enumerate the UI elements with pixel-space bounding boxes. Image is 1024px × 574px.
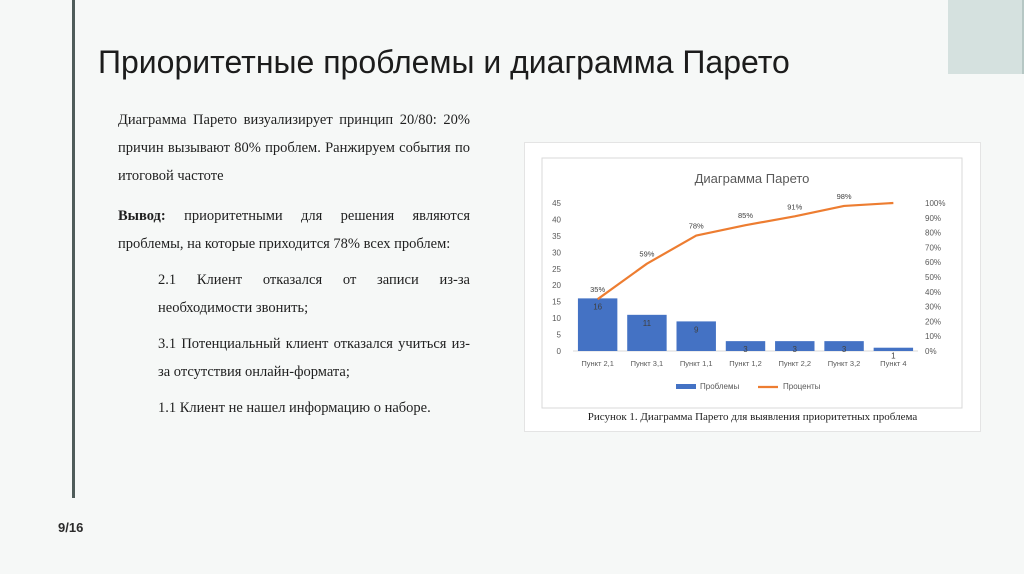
legend-bar-swatch bbox=[676, 384, 696, 389]
line-value-label: 35% bbox=[590, 285, 605, 294]
list-item: 2.1 Клиент отказался от записи из-за нео… bbox=[158, 272, 470, 316]
y-tick-label: 30 bbox=[552, 248, 561, 257]
line-value-label: 91% bbox=[787, 202, 802, 211]
bar bbox=[824, 341, 864, 351]
intro-paragraph: Диаграмма Парето визуализирует принцип 2… bbox=[118, 112, 470, 184]
legend-line-label: Проценты bbox=[783, 382, 821, 391]
conclusion-text: приоритетными для решения являются пробл… bbox=[118, 208, 470, 252]
y2-tick-label: 80% bbox=[925, 229, 941, 238]
y2-tick-label: 90% bbox=[925, 214, 941, 223]
page-number: 9/16 bbox=[58, 520, 84, 535]
corner-decoration bbox=[948, 0, 1024, 74]
x-tick-label: Пункт 1,2 bbox=[729, 359, 762, 368]
y2-tick-label: 100% bbox=[925, 199, 945, 208]
bar-value-label: 3 bbox=[842, 345, 847, 354]
x-tick-label: Пункт 2,1 bbox=[581, 359, 614, 368]
y-tick-label: 5 bbox=[557, 331, 562, 340]
slide-body: Диаграмма Парето визуализирует принцип 2… bbox=[118, 106, 470, 422]
x-tick-label: Пункт 2,2 bbox=[778, 359, 811, 368]
legend-bar-label: Проблемы bbox=[700, 382, 739, 391]
bar-value-label: 1 bbox=[891, 352, 896, 361]
list-item: 3.1 Потенциальный клиент отказался учить… bbox=[158, 336, 470, 380]
line-value-label: 98% bbox=[837, 192, 852, 201]
figure-caption: Рисунок 1. Диаграмма Парето для выявлени… bbox=[587, 411, 918, 423]
bar-value-label: 9 bbox=[694, 325, 699, 334]
bar-value-label: 16 bbox=[593, 302, 602, 311]
y2-tick-label: 50% bbox=[925, 273, 941, 282]
line-value-label: 78% bbox=[689, 222, 704, 231]
bar bbox=[775, 341, 815, 351]
pareto-figure: Диаграмма Парето 0 5 10 15 20 25 30 35 40 45 0% 10% 2… bbox=[524, 142, 981, 432]
x-tick-label: Пункт 3,1 bbox=[631, 359, 664, 368]
bar-value-label: 3 bbox=[793, 345, 798, 354]
y-tick-label: 10 bbox=[552, 314, 561, 323]
y-tick-label: 40 bbox=[552, 215, 561, 224]
corner-decoration-edge bbox=[1022, 0, 1024, 74]
y2-tick-label: 60% bbox=[925, 258, 941, 267]
conclusion-label: Вывод: bbox=[118, 208, 166, 224]
vertical-accent-line bbox=[72, 0, 75, 498]
y-tick-label: 35 bbox=[552, 232, 561, 241]
priority-list: 2.1 Клиент отказался от записи из-за нео… bbox=[158, 266, 470, 422]
line-value-label: 85% bbox=[738, 211, 753, 220]
chart-title: Диаграмма Парето bbox=[695, 171, 810, 186]
y-tick-label: 20 bbox=[552, 281, 561, 290]
x-tick-label: Пункт 3,2 bbox=[828, 359, 861, 368]
bar bbox=[676, 321, 716, 351]
y2-tick-label: 30% bbox=[925, 303, 941, 312]
y-tick-label: 45 bbox=[552, 199, 561, 208]
y2-tick-label: 70% bbox=[925, 243, 941, 252]
slide-title: Приоритетные проблемы и диаграмма Парето bbox=[98, 44, 790, 80]
y-tick-label: 0 bbox=[557, 347, 562, 356]
bar bbox=[873, 347, 914, 351]
percent-line bbox=[596, 201, 894, 301]
list-item: 1.1 Клиент не нашел информацию о наборе. bbox=[158, 400, 431, 416]
y2-tick-label: 10% bbox=[925, 332, 941, 341]
y2-tick-label: 0% bbox=[925, 347, 937, 356]
x-tick-label: Пункт 4 bbox=[880, 359, 906, 368]
bar bbox=[725, 341, 766, 351]
bar-value-label: 11 bbox=[643, 319, 652, 328]
y2-tick-label: 20% bbox=[925, 317, 941, 326]
y2-tick-label: 40% bbox=[925, 288, 941, 297]
pareto-chart: Диаграмма Парето 0 5 10 15 20 25 30 35 40 45 0% 10% 2… bbox=[541, 157, 963, 409]
line-value-label: 59% bbox=[639, 250, 654, 259]
y-tick-label: 25 bbox=[552, 265, 561, 274]
bar bbox=[577, 298, 618, 351]
y-tick-label: 15 bbox=[552, 298, 561, 307]
bar-value-label: 3 bbox=[743, 345, 748, 354]
conclusion-paragraph: Вывод: приоритетными для решения являютс… bbox=[118, 202, 470, 258]
chart-area bbox=[541, 157, 963, 409]
x-tick-label: Пункт 1,1 bbox=[680, 359, 713, 368]
bar bbox=[627, 314, 667, 351]
